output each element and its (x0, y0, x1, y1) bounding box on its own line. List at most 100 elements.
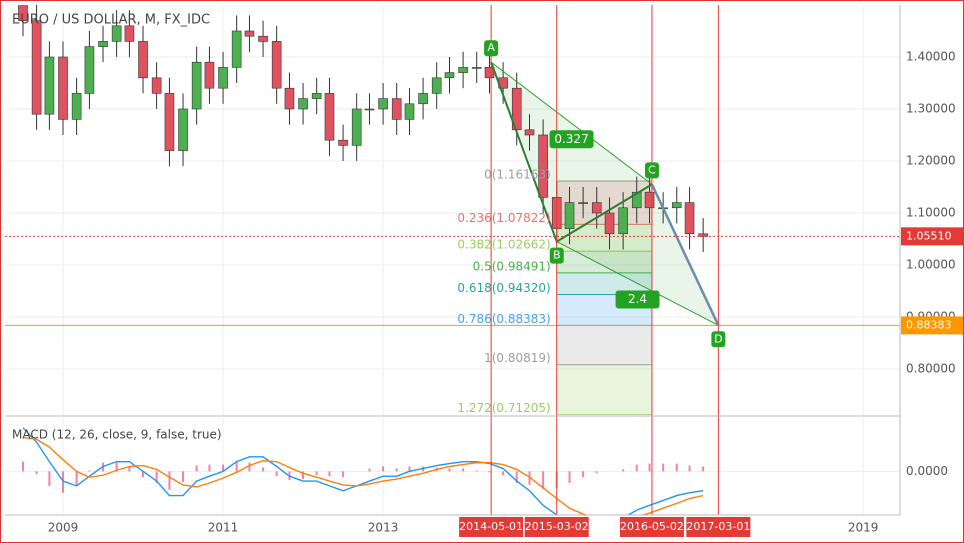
macd-histogram-bar (88, 470, 91, 472)
macd-histogram-bar (675, 463, 678, 472)
fib-label: 1.272(0.71205) (457, 401, 550, 415)
candle-body (298, 98, 308, 110)
y-tick-label: 1.20000 (906, 153, 956, 167)
macd-histogram-bar (248, 462, 251, 472)
macd-histogram-bar (315, 471, 318, 476)
macd-histogram-bar (115, 462, 118, 472)
date-tag-label: 2014-05-01 (459, 520, 523, 533)
fib-label: 0(1.16163) (484, 167, 551, 181)
x-tick-label: 2009 (48, 521, 79, 535)
y-tick-label: 0.80000 (906, 361, 956, 375)
pattern-leg (490, 61, 558, 242)
ratio-tag (615, 290, 660, 309)
price-tag (901, 316, 963, 335)
macd-histogram-bar (155, 471, 158, 483)
macd-histogram-bar (302, 471, 305, 480)
candle-body (618, 207, 628, 235)
candle-body (698, 233, 708, 237)
price-tag (901, 227, 963, 246)
macd-histogram-bar (62, 471, 65, 493)
macd-histogram-bar (368, 468, 371, 472)
ratio-label: 0.327 (554, 132, 588, 146)
candle-body (351, 108, 362, 146)
pattern-point (484, 40, 499, 57)
macd-histogram-bar (128, 466, 131, 472)
candle-body (564, 202, 575, 229)
x-tick-label: 2011 (208, 521, 239, 535)
price-pane (5, 5, 900, 415)
ratio-tag (549, 130, 594, 149)
y-tick-label: 1.30000 (906, 101, 956, 115)
candle-body (378, 98, 388, 110)
date-tag (459, 517, 524, 537)
candle-body (58, 56, 68, 120)
candle-body (71, 93, 82, 120)
candle-body (458, 67, 468, 73)
candle-body (218, 67, 228, 89)
candle-body (124, 25, 135, 42)
macd-histogram-bar (462, 468, 465, 472)
pattern-line (490, 61, 653, 185)
candle-body (284, 87, 295, 110)
fib-band (556, 251, 652, 273)
candle-body (191, 61, 202, 110)
macd-histogram-bar (702, 466, 705, 472)
fib-label: 0.236(1.07822) (457, 211, 550, 225)
fib-label: 0.618(0.94320) (457, 281, 550, 295)
macd-histogram-bar (515, 471, 518, 483)
signal-line (22, 436, 704, 515)
macd-histogram-bar (502, 471, 505, 476)
candle-body (364, 108, 375, 111)
macd-histogram-bar (75, 471, 78, 486)
macd-histogram-bar (528, 471, 531, 485)
macd-histogram-bar (662, 463, 665, 472)
fib-label: 1(0.80819) (484, 351, 551, 365)
candle-body (578, 202, 588, 204)
candle-body (138, 41, 148, 79)
date-tag (686, 517, 751, 537)
fib-label: 0.786(0.88383) (457, 312, 550, 326)
candle-body (444, 72, 455, 79)
macd-histogram-bar (395, 468, 398, 472)
overlay: 2009 2011 2013 2019 1.40000 1.30000 1.20000 1.1… (48, 5, 963, 537)
pattern-leg (650, 183, 720, 326)
y-tick-label: 1.40000 (906, 49, 956, 63)
price-tag-label: 1.05510 (906, 229, 952, 242)
macd-histogram-bar (328, 471, 331, 477)
pattern-point (644, 162, 659, 179)
macd-histogram-bar (595, 471, 598, 474)
date-tag (524, 517, 589, 537)
fib-band (556, 364, 652, 415)
candle-body (98, 41, 108, 47)
pattern-leg (556, 183, 653, 243)
macd-histogram-bar (408, 466, 411, 472)
candle-body (631, 191, 642, 209)
pattern-point-label: B (553, 249, 561, 262)
macd-histogram-bar (48, 471, 51, 486)
macd-histogram-bar (142, 471, 145, 478)
candle-body (604, 212, 615, 235)
date-tag-label: 2016-05-02 (620, 520, 684, 533)
macd-histogram-bar (182, 471, 185, 483)
macd-title: MACD (12, 26, close, 9, false, true) (12, 428, 222, 442)
macd-histogram-bar (542, 471, 545, 489)
y-tick-label: 1.00000 (906, 257, 956, 271)
candle-body (244, 30, 255, 37)
date-tag (619, 517, 684, 537)
candle-body (164, 93, 175, 151)
pattern-line (556, 241, 719, 326)
chart-title: EURO / US DOLLAR, M, FX_IDC (12, 13, 210, 28)
macd-histogram-bar (475, 470, 478, 472)
x-tick-label: 2019 (848, 521, 879, 535)
macd-histogram-bar (35, 471, 38, 475)
fib-band (556, 325, 652, 365)
macd-histogram-bar (488, 471, 491, 473)
macd-histogram-bar (235, 460, 238, 472)
ratio-label: 2.4 (628, 292, 647, 306)
candle-body (591, 202, 602, 214)
candle-body (391, 98, 402, 120)
macd-histogram-bar (648, 463, 651, 472)
candle-body (471, 67, 482, 69)
pattern-point-label: C (648, 163, 656, 176)
